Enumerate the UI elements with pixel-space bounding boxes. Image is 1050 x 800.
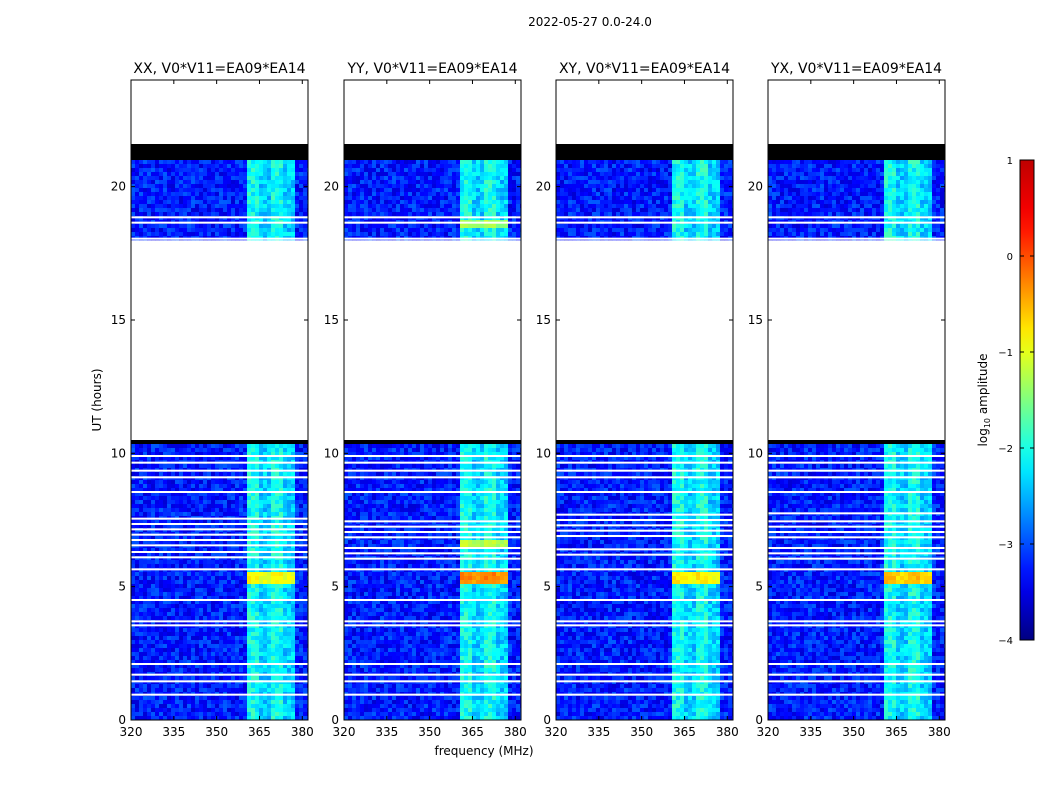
x-tick-label: 335 — [162, 725, 185, 739]
y-tick-label: 0 — [755, 713, 763, 727]
x-tick-label: 365 — [673, 725, 696, 739]
panel-frame — [555, 79, 734, 721]
heatmap-image — [556, 144, 733, 720]
y-tick-label: 20 — [111, 180, 126, 194]
colorbar-tick-label: 1 — [1007, 156, 1013, 167]
colorbar-gradient — [1019, 159, 1035, 641]
y-tick-label: 20 — [324, 180, 339, 194]
panel-4: YX, V0*V11=EA09*EA14 320 335 350 365 380 0 5 10 1… — [748, 61, 951, 739]
y-tick-label: 15 — [536, 313, 551, 327]
x-tick-label: 335 — [799, 725, 822, 739]
x-tick-label: 335 — [375, 725, 398, 739]
panel-frame — [343, 79, 522, 721]
heatmap-image — [768, 144, 945, 720]
panel-2: YY, V0*V11=EA09*EA14 320 335 350 365 380 0 5 10 1… — [324, 61, 527, 739]
y-tick-label: 0 — [543, 713, 551, 727]
x-tick-label: 365 — [248, 725, 271, 739]
y-tick-label: 10 — [324, 446, 339, 460]
panel-3: XY, V0*V11=EA09*EA14 320 335 350 365 380 0 5 10 1… — [536, 61, 739, 739]
y-tick-label: 5 — [755, 580, 763, 594]
colorbar-tick-label: −4 — [998, 636, 1013, 647]
y-axis-label: UT (hours) — [90, 368, 104, 431]
y-tick-label: 20 — [748, 180, 763, 194]
y-tick-label: 0 — [118, 713, 126, 727]
x-axis-label: frequency (MHz) — [434, 744, 533, 758]
x-tick-label: 320 — [333, 725, 356, 739]
colorbar-tick-label: −2 — [998, 444, 1013, 455]
panel-title: YY, V0*V11=EA09*EA14 — [346, 61, 517, 77]
heatmap-image — [344, 144, 521, 720]
x-tick-label: 335 — [587, 725, 610, 739]
x-tick-label: 380 — [291, 725, 314, 739]
panel-title: XY, V0*V11=EA09*EA14 — [559, 61, 730, 77]
panel-1: XX, V0*V11=EA09*EA14 320 335 350 365 380 0 5 10 1… — [111, 61, 314, 739]
x-tick-label: 380 — [504, 725, 527, 739]
y-tick-label: 0 — [331, 713, 339, 727]
figure-suptitle: 2022-05-27 0.0-24.0 — [528, 15, 652, 29]
x-tick-label: 350 — [205, 725, 228, 739]
y-tick-label: 10 — [111, 446, 126, 460]
panel-frame — [130, 79, 309, 721]
y-tick-label: 15 — [324, 313, 339, 327]
y-tick-label: 10 — [536, 446, 551, 460]
y-tick-label: 5 — [118, 580, 126, 594]
y-tick-label: 5 — [331, 580, 339, 594]
x-tick-label: 350 — [842, 725, 865, 739]
x-tick-label: 350 — [630, 725, 653, 739]
x-tick-label: 320 — [120, 725, 143, 739]
y-tick-label: 15 — [748, 313, 763, 327]
x-tick-label: 380 — [928, 725, 951, 739]
colorbar: 1 0 −1 −2 −3 −4 log10 amplitude — [976, 156, 1035, 647]
x-tick-label: 320 — [545, 725, 568, 739]
x-tick-label: 365 — [885, 725, 908, 739]
y-tick-label: 15 — [111, 313, 126, 327]
x-tick-label: 350 — [418, 725, 441, 739]
panel-title: XX, V0*V11=EA09*EA14 — [133, 61, 305, 77]
y-tick-label: 10 — [748, 446, 763, 460]
heatmap-image — [131, 144, 308, 720]
panel-frame — [767, 79, 946, 721]
colorbar-label: log10 amplitude — [976, 354, 992, 447]
colorbar-tick-label: −1 — [998, 348, 1013, 359]
colorbar-tick-label: 0 — [1007, 252, 1013, 263]
x-tick-label: 365 — [461, 725, 484, 739]
colorbar-tick-label: −3 — [998, 540, 1013, 551]
y-tick-label: 5 — [543, 580, 551, 594]
x-tick-label: 380 — [716, 725, 739, 739]
x-tick-label: 320 — [757, 725, 780, 739]
y-tick-label: 20 — [536, 180, 551, 194]
panels: XX, V0*V11=EA09*EA14 320 335 350 365 380 0 5 10 1… — [111, 61, 951, 739]
panel-title: YX, V0*V11=EA09*EA14 — [770, 61, 942, 77]
